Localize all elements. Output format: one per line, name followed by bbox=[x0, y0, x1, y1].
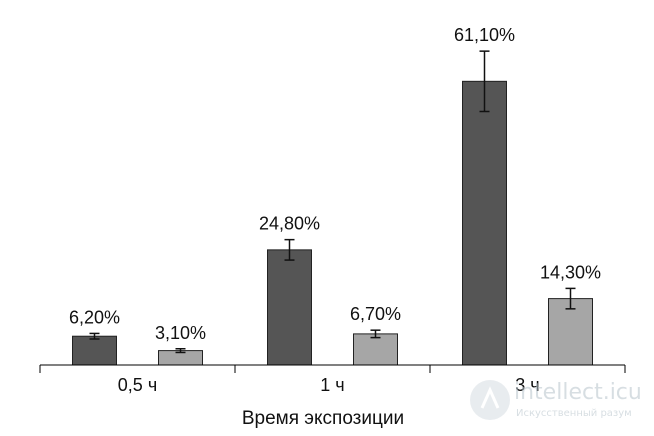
watermark-brand: intellect.icu bbox=[514, 380, 642, 405]
bar bbox=[267, 249, 312, 366]
error-bars-layer bbox=[89, 50, 576, 354]
bar bbox=[353, 333, 398, 366]
x-tick-label: 1 ч bbox=[320, 375, 344, 395]
data-label: 6,20% bbox=[69, 307, 120, 327]
x-tick-label: 3 ч bbox=[515, 375, 539, 395]
watermark-logo-icon bbox=[470, 380, 510, 420]
bar bbox=[462, 80, 507, 366]
data-label: 24,80% bbox=[259, 214, 320, 234]
x-axis-title: Время экспозиции bbox=[242, 408, 404, 429]
data-label: 61,10% bbox=[454, 25, 515, 45]
data-labels-layer: 6,20% 3,10% 24,80% 6,70% 61,10% 14,30% bbox=[69, 25, 601, 343]
x-tick-label: 0,5 ч bbox=[118, 375, 157, 395]
bars-layer bbox=[72, 80, 593, 366]
data-label: 6,70% bbox=[350, 304, 401, 324]
x-axis-ticks: 0,5 ч 1 ч 3 ч bbox=[39, 365, 626, 395]
bar bbox=[548, 298, 593, 366]
bar bbox=[72, 335, 117, 366]
watermark: intellect.icu Искусственный разум bbox=[468, 378, 648, 428]
watermark-tagline: Искусственный разум bbox=[516, 408, 632, 419]
data-label: 14,30% bbox=[540, 262, 601, 282]
data-label: 3,10% bbox=[155, 323, 206, 343]
